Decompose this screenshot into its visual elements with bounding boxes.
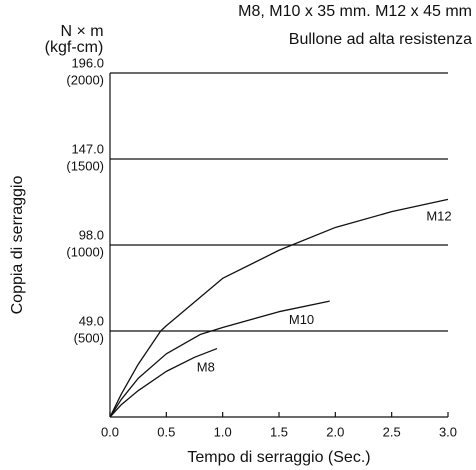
series-label: M12 [426, 208, 451, 223]
x-tick-label: 0.5 [157, 424, 175, 439]
curve [109, 198, 449, 418]
x-tick-label: 1.5 [270, 424, 288, 439]
series-label: M10 [289, 312, 314, 327]
x-tick-label: 2.0 [326, 424, 344, 439]
y-unit: N × m [60, 23, 103, 40]
x-tick-label: 0.0 [101, 424, 119, 439]
y-tick-label: 196.0 [71, 55, 104, 70]
y2-tick-label: (1500) [66, 158, 104, 173]
y2-tick-label: (1000) [66, 244, 104, 259]
chart-subtitle: Bullone ad alta resistenza [289, 31, 472, 48]
x-tick-label: 3.0 [439, 424, 457, 439]
y-axis-label: Coppia di serraggio [9, 176, 26, 315]
series-label: M8 [197, 359, 215, 374]
x-axis-label: Tempo di serraggio (Sec.) [187, 449, 370, 466]
y-tick-label: 147.0 [71, 141, 104, 156]
curve [109, 300, 330, 418]
y-tick-label: 49.0 [79, 313, 104, 328]
x-tick-label: 2.5 [383, 424, 401, 439]
chart-title: M8, M10 x 35 mm. M12 x 45 mm [238, 3, 472, 20]
y2-tick-label: (2000) [66, 72, 104, 87]
curve [109, 347, 218, 418]
y2-tick-label: (500) [74, 330, 104, 345]
y-tick-label: 98.0 [79, 227, 104, 242]
y2-unit: (kgf-cm) [45, 39, 104, 56]
x-tick-label: 1.0 [214, 424, 232, 439]
